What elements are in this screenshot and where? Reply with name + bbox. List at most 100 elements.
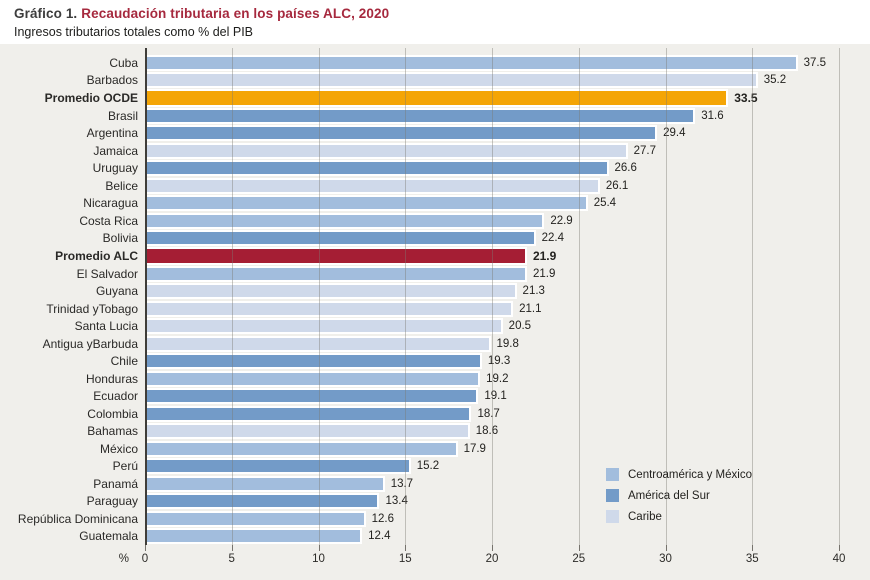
- value-label: 22.4: [541, 232, 565, 245]
- country-label: Ecuador: [93, 389, 138, 404]
- bar: [145, 54, 798, 71]
- bar-row: Nicaragua 25.4: [0, 195, 845, 213]
- value-label: 19.8: [496, 337, 519, 350]
- value-label: 21.9: [532, 267, 556, 280]
- bar-row: Promedio OCDE 33.5: [0, 89, 845, 107]
- value-label: 25.4: [593, 197, 617, 210]
- bar: [145, 177, 600, 194]
- bar-row: Cuba 37.5: [0, 54, 845, 72]
- axis-tick: [231, 545, 233, 551]
- bar-row: Brasil 31.6: [0, 107, 845, 125]
- bar: [145, 370, 481, 387]
- value-label: 29.4: [663, 127, 686, 140]
- axis-tick-label: 0: [141, 553, 149, 565]
- axis-tick: [145, 545, 146, 551]
- value-label: 19.1: [484, 390, 507, 403]
- axis-tick-label: 10: [312, 553, 325, 565]
- bar: [145, 423, 470, 440]
- country-label: Antigua yBarbuda: [42, 336, 138, 351]
- country-label: Chile: [110, 354, 138, 369]
- country-label: Trinidad yTobago: [46, 301, 138, 316]
- value-label: 18.6: [475, 425, 499, 438]
- bar: [145, 458, 411, 475]
- bar-row: Promedio ALC 21.9: [0, 247, 845, 265]
- legend-swatch-sur: [606, 489, 619, 502]
- value-label: 12.4: [368, 530, 391, 543]
- bar-row: Uruguay 26.6: [0, 160, 845, 178]
- country-label: Promedio OCDE: [44, 91, 138, 105]
- bar: [145, 265, 527, 282]
- axis-tick: [665, 545, 667, 551]
- axis-tick-label: 15: [398, 553, 412, 565]
- bar: [145, 318, 503, 335]
- legend-item: Centroamérica y México: [606, 468, 752, 481]
- value-label: 26.6: [614, 162, 637, 175]
- axis-tick-label: 30: [659, 553, 672, 565]
- value-label: 20.5: [508, 320, 532, 333]
- country-label: Uruguay: [92, 161, 138, 176]
- country-label: Bolivia: [102, 231, 138, 246]
- country-label: Brasil: [107, 108, 138, 123]
- bar-row: Guyana 21.3: [0, 283, 845, 301]
- bar-row: República Dominicana 12.6: [0, 510, 845, 528]
- legend-label: Caribe: [628, 510, 662, 523]
- bar-row: Ecuador 19.1: [0, 388, 845, 406]
- bar: [145, 212, 545, 229]
- axis-tick-label: 40: [832, 553, 846, 565]
- bar: [145, 300, 514, 317]
- bar: [145, 89, 729, 107]
- country-label: Belice: [105, 178, 138, 193]
- axis-tick: [839, 545, 840, 551]
- country-label: República Dominicana: [17, 511, 138, 526]
- value-label: 13.7: [390, 477, 414, 490]
- value-label: 27.7: [633, 144, 656, 157]
- value-label: 33.5: [734, 91, 758, 105]
- bar-row: Belice 26.1: [0, 177, 845, 195]
- value-label: 19.3: [487, 355, 511, 368]
- value-label: 26.1: [605, 179, 629, 192]
- value-label: 22.9: [550, 214, 573, 227]
- bar-row: México 17.9: [0, 440, 845, 458]
- bar: [145, 510, 366, 527]
- country-label: Barbados: [86, 73, 138, 88]
- value-label: 35.2: [763, 74, 787, 87]
- axis-tick: [492, 545, 493, 551]
- bar: [145, 528, 363, 545]
- bar-row: Argentina 29.4: [0, 125, 845, 143]
- bar: [145, 388, 479, 405]
- country-label: El Salvador: [76, 266, 138, 281]
- country-label: Honduras: [85, 371, 138, 386]
- bar-row: Perú 15.2: [0, 458, 845, 476]
- country-label: México: [99, 441, 138, 456]
- bar: [145, 107, 696, 124]
- value-label: 18.7: [477, 407, 500, 420]
- bar-row: Antigua yBarbuda 19.8: [0, 335, 845, 353]
- y-axis-line: [145, 48, 147, 545]
- bar: [145, 335, 491, 352]
- chart-title: Gráfico 1. Recaudación tributaria en los …: [14, 6, 389, 21]
- bar: [145, 125, 658, 142]
- bar-row: Colombia 18.7: [0, 405, 845, 423]
- country-label: Jamaica: [93, 143, 138, 158]
- value-label: 21.3: [522, 285, 545, 298]
- value-label: 19.2: [486, 372, 509, 385]
- value-label: 12.6: [371, 512, 394, 525]
- value-label: 37.5: [803, 56, 827, 69]
- country-label: Costa Rica: [79, 213, 138, 228]
- axis-tick: [752, 545, 754, 551]
- country-label: Panamá: [93, 476, 138, 491]
- legend-label: Centroamérica y México: [628, 468, 752, 481]
- axis-tick: [318, 545, 320, 551]
- axis-unit-label: %: [118, 553, 129, 565]
- bar-row: Paraguay 13.4: [0, 493, 845, 511]
- bar-row: Honduras 19.2: [0, 370, 845, 388]
- country-label: Guyana: [95, 284, 138, 299]
- bar-row: Barbados 35.2: [0, 72, 845, 90]
- bar: [145, 230, 536, 247]
- bar-row: El Salvador 21.9: [0, 265, 845, 283]
- bar: [145, 283, 517, 300]
- bar-row: Guatemala 12.4: [0, 528, 845, 546]
- legend-item: Caribe: [606, 510, 752, 523]
- country-label: Argentina: [86, 126, 138, 141]
- bar: [145, 493, 380, 510]
